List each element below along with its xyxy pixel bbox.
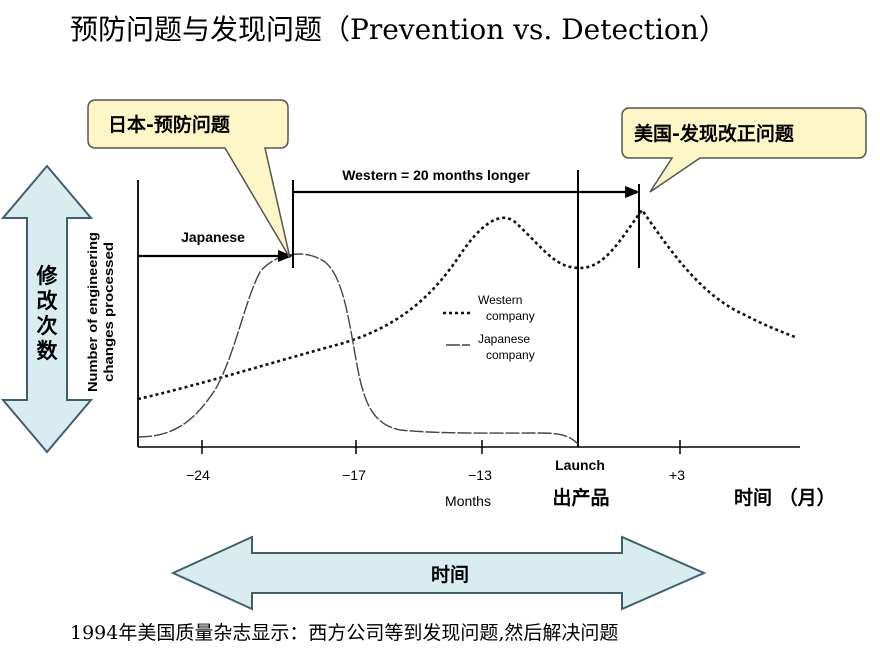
usa-callout-text: 美国-发现改正问题 xyxy=(634,122,794,145)
western-span-arrow-head xyxy=(625,186,640,198)
japanese-curve xyxy=(137,253,579,445)
y-axis-label-line-1: Number of engineering xyxy=(85,232,100,392)
vertical-double-arrow xyxy=(0,164,94,454)
legend-western-line-2: company xyxy=(486,309,535,323)
legend-japanese-line-2: company xyxy=(486,348,535,362)
x-tick-label-launch: Launch xyxy=(555,457,605,473)
western-curve xyxy=(137,207,796,401)
japan-callout-text: 日本-预防问题 xyxy=(108,113,230,136)
horizontal-double-arrow xyxy=(170,535,707,611)
time-unit-label: 时间 （月） xyxy=(734,486,836,509)
japan-callout xyxy=(87,99,291,259)
vertical-arrow-char-4: 数 xyxy=(37,339,59,363)
japanese-arrow-label: Japanese xyxy=(181,229,245,245)
x-tick-label-plus3: +3 xyxy=(669,467,685,483)
page-title: 预防问题与发现问题（Prevention vs. Detection） xyxy=(70,13,727,46)
vertical-arrow-char-1: 修 xyxy=(36,264,59,288)
x-tick-label-minus17: −17 xyxy=(342,467,366,483)
x-tick-label-minus24: −24 xyxy=(186,467,210,483)
legend-japanese-line-1: Japanese xyxy=(478,332,530,346)
western-span-label: Western = 20 months longer xyxy=(342,167,530,183)
legend-western-line-1: Western xyxy=(478,293,522,307)
footer-note: 1994年美国质量杂志显示：西方公司等到发现问题,然后解决问题 xyxy=(70,622,619,644)
japanese-arrow-head xyxy=(278,250,293,262)
vertical-arrow-char-2: 改 xyxy=(37,289,59,313)
horizontal-arrow-label: 时间 xyxy=(431,564,469,586)
y-axis-label-line-2: changes processed xyxy=(101,242,116,382)
launch-cn-label: 出产品 xyxy=(552,486,609,509)
x-axis-label: Months xyxy=(445,493,491,509)
x-tick-label-minus13: −13 xyxy=(468,467,492,483)
vertical-arrow-char-3: 次 xyxy=(37,314,58,338)
usa-callout xyxy=(621,107,867,193)
